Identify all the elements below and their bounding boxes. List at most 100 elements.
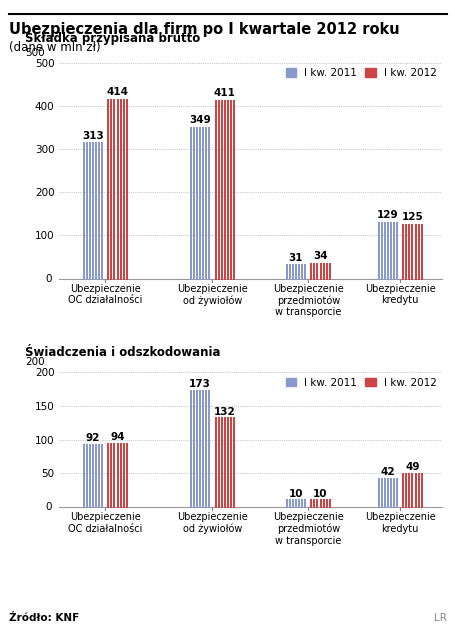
Point — [105, 230, 112, 240]
Point — [325, 274, 333, 284]
Point — [107, 156, 115, 166]
Point — [212, 232, 219, 242]
Point — [193, 220, 200, 230]
Point — [114, 439, 121, 449]
Point — [120, 449, 127, 459]
Point — [221, 203, 228, 213]
Point — [214, 218, 222, 228]
Point — [221, 168, 228, 178]
Point — [402, 232, 409, 242]
Point — [89, 163, 96, 173]
Point — [227, 481, 234, 491]
Point — [83, 223, 90, 233]
Point — [80, 501, 87, 511]
Point — [389, 220, 397, 230]
Point — [227, 426, 234, 436]
Point — [399, 229, 406, 239]
Point — [98, 482, 106, 492]
Point — [199, 239, 207, 249]
Point — [107, 262, 115, 272]
Point — [95, 208, 102, 218]
Point — [116, 252, 124, 262]
Point — [313, 500, 320, 510]
Point — [393, 220, 400, 230]
Point — [120, 183, 127, 193]
Point — [217, 137, 225, 147]
Point — [224, 135, 231, 145]
Point — [230, 249, 237, 259]
Point — [86, 469, 93, 479]
Point — [212, 109, 219, 119]
Point — [105, 101, 112, 111]
Point — [120, 260, 127, 270]
Point — [120, 454, 127, 464]
Point — [193, 227, 200, 237]
Point — [92, 187, 100, 197]
Point — [199, 212, 207, 222]
Point — [116, 457, 124, 467]
Point — [288, 272, 296, 282]
Point — [111, 273, 118, 283]
Point — [217, 154, 225, 164]
Point — [224, 440, 231, 450]
Point — [414, 224, 421, 234]
Point — [111, 444, 118, 454]
Point — [196, 156, 203, 166]
Point — [414, 239, 421, 249]
Point — [89, 158, 96, 168]
Point — [111, 168, 118, 178]
Point — [224, 233, 231, 243]
Point — [227, 456, 234, 466]
Point — [217, 143, 225, 153]
Point — [196, 152, 203, 162]
Point — [120, 238, 127, 248]
Point — [230, 202, 237, 212]
Point — [230, 169, 237, 179]
Point — [402, 257, 409, 267]
Point — [199, 259, 207, 269]
Point — [399, 264, 406, 274]
Point — [120, 184, 127, 194]
Point — [123, 259, 130, 269]
Point — [202, 234, 210, 244]
Point — [221, 203, 228, 213]
Point — [411, 231, 418, 241]
Point — [393, 477, 400, 487]
Point — [107, 223, 115, 233]
Point — [214, 226, 222, 236]
Point — [83, 180, 90, 190]
Point — [187, 218, 194, 228]
Point — [224, 270, 231, 280]
Point — [89, 172, 96, 182]
Point — [107, 160, 115, 170]
Point — [389, 224, 397, 234]
Point — [123, 147, 130, 157]
Point — [227, 218, 234, 228]
Point — [107, 165, 115, 175]
Point — [111, 133, 118, 143]
Point — [380, 272, 388, 282]
Point — [384, 499, 391, 509]
Point — [292, 265, 299, 275]
Point — [98, 183, 106, 193]
Point — [196, 181, 203, 191]
Point — [322, 273, 329, 283]
Point — [111, 95, 118, 105]
Point — [224, 453, 231, 463]
Point — [212, 501, 219, 511]
Point — [217, 465, 225, 475]
Point — [399, 250, 406, 260]
Point — [224, 206, 231, 216]
Point — [120, 98, 127, 108]
Point — [111, 500, 118, 510]
Point — [86, 149, 93, 159]
Point — [221, 458, 228, 468]
Point — [92, 160, 100, 170]
Point — [89, 205, 96, 215]
Point — [123, 121, 130, 131]
Point — [202, 244, 210, 254]
Point — [230, 255, 237, 265]
Point — [399, 269, 406, 279]
Point — [116, 485, 124, 495]
Point — [120, 150, 127, 160]
